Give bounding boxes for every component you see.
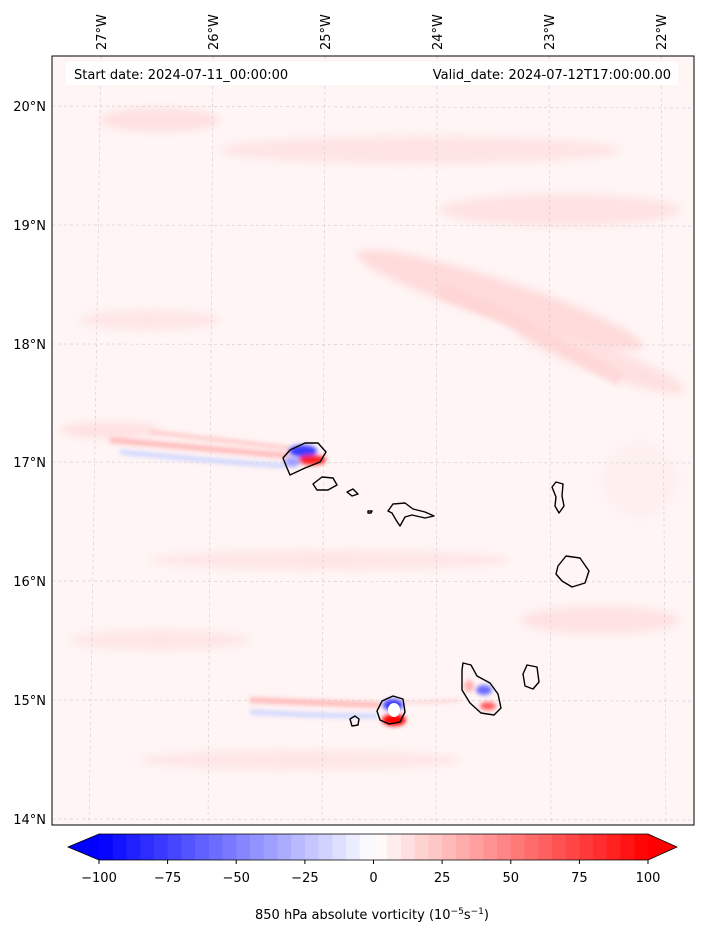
cb-tick-6: 50 <box>503 871 520 886</box>
lon-tick-labels: 27°W 26°W 25°W 24°W 23°W 22°W <box>95 14 670 50</box>
colorbar-cell <box>222 834 237 860</box>
colorbar-cell <box>236 834 251 860</box>
island-boa-vista <box>555 555 590 588</box>
island-maio <box>522 664 540 690</box>
valid-date: Valid_date: 2024-07-12T17:00:00.00 <box>433 68 671 83</box>
coastlines <box>282 442 590 727</box>
lon-tick-3: 24°W <box>431 14 446 50</box>
colorbar-cell <box>153 834 169 860</box>
colorbar-cell <box>538 834 553 860</box>
lat-tick-6: 14°N <box>13 813 46 828</box>
date-box <box>66 62 678 85</box>
colorbar-cell <box>359 834 374 860</box>
lat-tick-labels: 20°N 19°N 18°N 17°N 16°N 15°N 14°N <box>13 100 46 828</box>
colorbar-cell <box>455 834 471 860</box>
colorbar-cell <box>99 834 114 860</box>
colorbar-cell <box>551 834 567 860</box>
colorbar-cell <box>510 834 525 860</box>
cb-tick-0: −100 <box>81 871 117 886</box>
island-sao-vicente <box>312 476 338 491</box>
colorbar-cell <box>140 834 155 860</box>
colorbar-cell <box>442 834 457 860</box>
colorbar-cell <box>524 834 539 860</box>
vorticity-dipoles <box>284 445 496 726</box>
lon-tick-4: 23°W <box>543 14 558 50</box>
island-santo-antao <box>282 442 327 476</box>
colorbar-cell <box>112 834 127 860</box>
calm-spot <box>388 703 400 717</box>
vorticity-wakes <box>109 283 624 719</box>
colorbar-cell <box>263 834 278 860</box>
cb-tick-3: −25 <box>291 871 318 886</box>
cb-tick-5: 25 <box>434 871 451 886</box>
colorbar-cell <box>414 834 429 860</box>
vorticity-field-background <box>60 108 685 770</box>
colorbar-cell <box>483 834 498 860</box>
colorbar-cell <box>579 834 594 860</box>
colorbar-cell <box>332 834 347 860</box>
lon-tick-1: 26°W <box>207 14 222 50</box>
cb-tick-7: 75 <box>571 871 588 886</box>
lat-tick-5: 15°N <box>13 694 46 709</box>
lon-tick-5: 22°W <box>655 14 670 50</box>
colorbar-extend-low <box>68 834 99 860</box>
colorbar-extend-high <box>648 834 677 860</box>
colorbar-cell <box>346 834 361 860</box>
colorbar-cell <box>304 834 320 860</box>
colorbar-cell <box>606 834 622 860</box>
colorbar-cell <box>126 834 141 860</box>
lat-tick-4: 16°N <box>13 575 46 590</box>
colorbar-cell <box>167 834 182 860</box>
colorbar-cell <box>634 834 649 860</box>
colorbar-cell <box>400 834 416 860</box>
colorbar-cell <box>291 834 306 860</box>
colorbar-cell <box>387 834 402 860</box>
lon-tick-0: 27°W <box>95 14 110 50</box>
island-santa-luzia <box>346 488 359 497</box>
map-background <box>52 56 694 825</box>
colorbar-cell <box>565 834 580 860</box>
colorbar-cell <box>249 834 265 860</box>
island-fogo <box>376 695 406 725</box>
island-santiago <box>461 662 502 716</box>
colorbar-cell <box>318 834 333 860</box>
lat-tick-1: 19°N <box>13 219 46 234</box>
lat-tick-2: 18°N <box>13 338 46 353</box>
colorbar-label: 850 hPa absolute vorticity (10−5s−1) <box>255 907 489 923</box>
colorbar-cell <box>181 834 196 860</box>
island-sao-nicolau <box>387 502 435 527</box>
island-razo <box>367 510 373 514</box>
start-date: Start date: 2024-07-11_00:00:00 <box>74 68 288 83</box>
colorbar-cells <box>99 834 649 860</box>
cb-tick-2: −50 <box>222 871 249 886</box>
map-panel: Start date: 2024-07-11_00:00:00 Valid_da… <box>52 56 694 825</box>
lon-tick-2: 25°W <box>319 14 334 50</box>
colorbar-cell <box>469 834 484 860</box>
colorbar-cell <box>497 834 512 860</box>
cb-tick-8: 100 <box>636 871 661 886</box>
colorbar-cell <box>428 834 443 860</box>
colorbar-cell <box>208 834 224 860</box>
colorbar-cell <box>277 834 292 860</box>
colorbar-ticks <box>98 860 649 864</box>
lat-tick-0: 20°N <box>13 100 46 115</box>
colorbar: −100 −75 −50 −25 0 25 50 75 100 850 hPa … <box>66 833 678 923</box>
cb-tick-4: 0 <box>369 871 377 886</box>
map-frame <box>51 55 695 826</box>
colorbar-cell <box>195 834 210 860</box>
island-sal <box>551 481 565 514</box>
colorbar-cell <box>373 834 388 860</box>
cb-tick-1: −75 <box>154 871 181 886</box>
island-brava <box>349 715 360 727</box>
colorbar-cell <box>620 834 635 860</box>
lat-tick-3: 17°N <box>13 456 46 471</box>
colorbar-cell <box>593 834 608 860</box>
